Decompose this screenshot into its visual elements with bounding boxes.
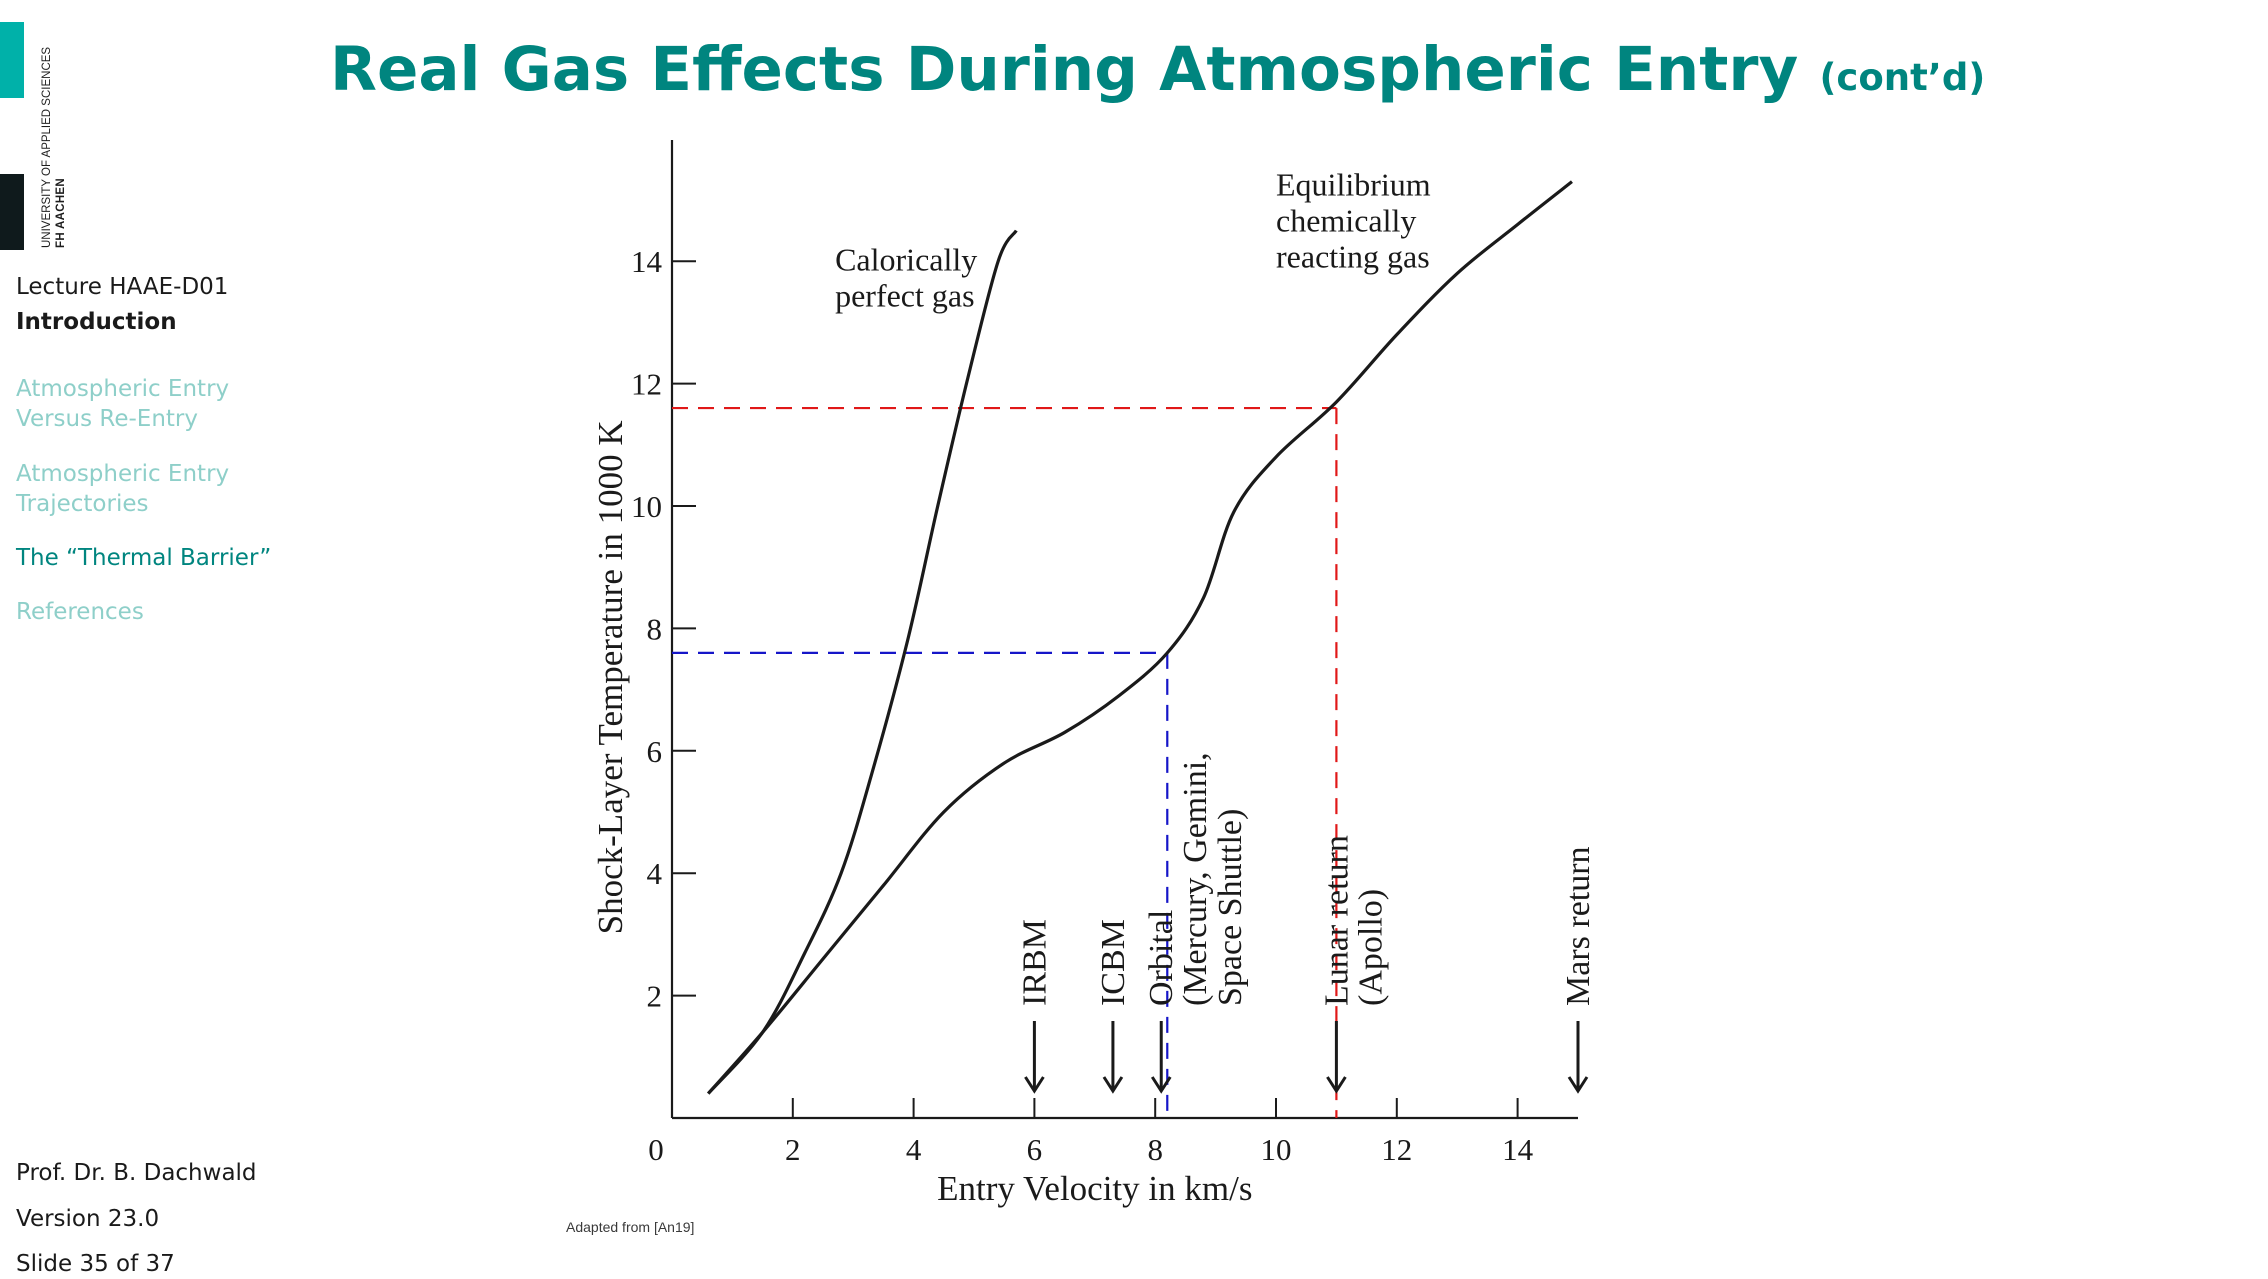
- university-subtitle: UNIVERSITY OF APPLIED SCIENCES: [41, 46, 53, 248]
- perfect-gas-label: perfect gas: [835, 277, 974, 313]
- marker-sublabel: (Mercury, Gemini,: [1177, 752, 1214, 1006]
- y-tick-label: 4: [647, 856, 663, 891]
- x-tick-label: 10: [1261, 1132, 1292, 1167]
- marker-arrow-head: [1150, 1076, 1172, 1094]
- x-tick-label: 6: [1027, 1132, 1043, 1167]
- marker-label: Lunar return: [1318, 835, 1355, 1006]
- y-tick-label: 10: [631, 489, 662, 524]
- x-tick-label: 0: [648, 1132, 664, 1167]
- marker-label: Mars return: [1560, 846, 1597, 1006]
- x-tick-label: 12: [1381, 1132, 1412, 1167]
- x-axis-title: Entry Velocity in km/s: [937, 1169, 1252, 1208]
- figure-caption: Adapted from [An19]: [566, 1219, 695, 1235]
- author-name: Prof. Dr. B. Dachwald: [16, 1160, 257, 1186]
- marker-label: Orbital: [1143, 910, 1180, 1006]
- slide-title-main: Real Gas Effects During Atmospheric Entr…: [330, 34, 1799, 105]
- marker-label: IRBM: [1016, 919, 1053, 1006]
- x-tick-label: 4: [906, 1132, 922, 1167]
- y-tick-label: 12: [631, 367, 662, 402]
- y-tick-label: 6: [647, 734, 663, 769]
- calorically-perfect-gas-curve: [707, 229, 1018, 1095]
- nav-item-thermal-barrier[interactable]: The “Thermal Barrier”: [16, 545, 272, 571]
- nav-item-references[interactable]: References: [16, 599, 144, 625]
- chart-axes: 0 2 4 6 8 10 12 14 2 4 6 8 10 12 14: [631, 138, 1578, 1167]
- nav-item-entry-vs-reentry[interactable]: Atmospheric Entry Versus Re-Entry: [16, 376, 230, 432]
- temperature-velocity-chart: 0 2 4 6 8 10 12 14 2 4 6 8 10 12 14 IRBM ICBM Orbital(Me…: [591, 138, 1597, 1208]
- slide-title: Real Gas Effects During Atmospheric Entr…: [330, 30, 1985, 118]
- section-title: Introduction: [16, 309, 177, 335]
- university-name: FH AACHEN: [55, 178, 67, 248]
- slide-counter: Slide 35 of 37: [16, 1251, 175, 1277]
- y-tick-label: 8: [647, 611, 663, 646]
- y-tick-label: 14: [631, 244, 663, 279]
- x-tick-label: 8: [1147, 1132, 1163, 1167]
- y-axis-title: Shock-Layer Temperature in 1000 K: [591, 420, 630, 934]
- marker-arrow-head: [1102, 1076, 1124, 1094]
- x-tick-label: 14: [1502, 1132, 1534, 1167]
- marker-arrow-head: [1024, 1076, 1045, 1094]
- marker-arrow-head: [1326, 1076, 1347, 1094]
- chart-labels: Entry Velocity in km/s Shock-Layer Temper…: [591, 167, 1431, 1208]
- x-tick-label: 2: [785, 1132, 801, 1167]
- logo-dark-block: [0, 174, 24, 250]
- equilibrium-gas-label: Equilibrium: [1276, 167, 1431, 203]
- chart-curves: [707, 180, 1573, 1095]
- chart-figure: 0 2 4 6 8 10 12 14 2 4 6 8 10 12 14 IRBM ICBM Orbital (Me…: [560, 138, 1670, 1214]
- university-logo-text: UNIVERSITY OF APPLIED SCIENCES FH AACHEN: [40, 47, 68, 248]
- lecture-code: Lecture HAAE-D01: [16, 274, 229, 300]
- marker-label: ICBM: [1095, 919, 1132, 1006]
- guide-lines: [672, 406, 1338, 1118]
- marker-arrow-head: [1567, 1076, 1589, 1094]
- marker-sublabel: (Apollo): [1352, 889, 1389, 1006]
- slide-title-suffix: (cont’d): [1819, 56, 1986, 99]
- velocity-markers: IRBM ICBM Orbital(Mercury, Gemini,Space Sh…: [1016, 752, 1597, 1094]
- version-label: Version 23.0: [16, 1206, 160, 1232]
- perfect-gas-label: Calorically: [835, 241, 977, 277]
- marker-sublabel: Space Shuttle): [1212, 809, 1249, 1006]
- equilibrium-gas-curve: [707, 180, 1573, 1095]
- nav-item-entry-trajectories[interactable]: Atmospheric Entry Trajectories: [16, 461, 230, 517]
- equilibrium-gas-label: chemically: [1276, 203, 1416, 239]
- y-tick-label: 2: [647, 979, 663, 1014]
- logo-teal-block: [0, 22, 24, 98]
- equilibrium-gas-label: reacting gas: [1276, 239, 1430, 275]
